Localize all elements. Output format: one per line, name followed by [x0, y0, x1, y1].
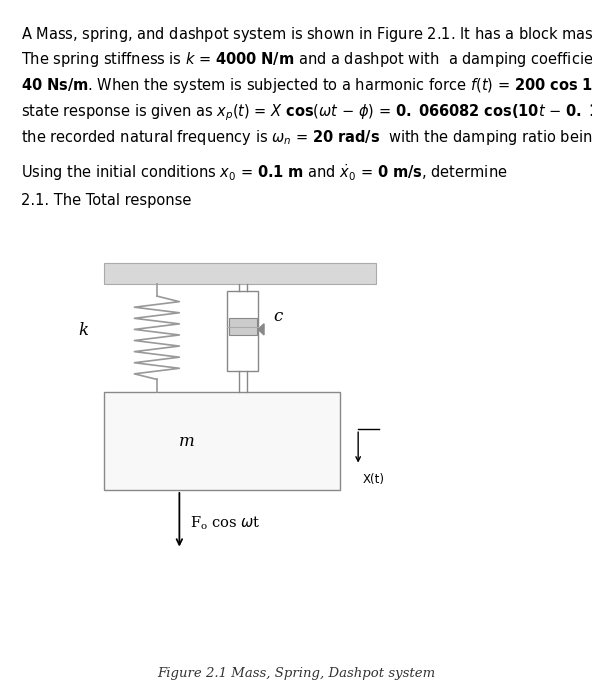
Text: c: c [273, 308, 282, 326]
Text: A Mass, spring, and dashpot system is shown in Figure 2.1. It has a block mass o: A Mass, spring, and dashpot system is sh… [21, 25, 592, 43]
Bar [229, 318, 257, 335]
Text: Using the initial conditions $\mathit{x_0}$ = $\mathbf{0.1\ m}$ and $\mathit{\do: Using the initial conditions $\mathit{x_… [21, 162, 507, 183]
Text: state response is given as $\mathit{x_p(t)}$ = $\mathit{X}$ $\mathbf{cos}$($\mat: state response is given as $\mathit{x_p(… [21, 102, 592, 122]
Bar [104, 392, 340, 490]
Text: m: m [179, 433, 194, 449]
Text: Figure 2.1 Mass, Spring, Dashpot system: Figure 2.1 Mass, Spring, Dashpot system [157, 667, 435, 680]
Bar [104, 262, 376, 284]
Text: F$_\mathregular{o}$ cos $\mathit{\omega}$t: F$_\mathregular{o}$ cos $\mathit{\omega}… [190, 514, 260, 532]
Text: $\mathbf{40\ Ns/m}$. When the system is subjected to a harmonic force $\mathit{f: $\mathbf{40\ Ns/m}$. When the system is … [21, 76, 592, 95]
Polygon shape [258, 323, 264, 335]
Text: X(t): X(t) [363, 473, 385, 486]
Text: 2.1. The Total response: 2.1. The Total response [21, 193, 191, 208]
Text: the recorded natural frequency is $\mathit{\omega_n}$ = $\mathbf{20\ rad/s}$  wi: the recorded natural frequency is $\math… [21, 128, 592, 147]
Text: The spring stiffness is $\mathit{k}$ = $\mathbf{4000\ N/m}$ and a dashpot with  : The spring stiffness is $\mathit{k}$ = $… [21, 50, 592, 69]
Text: k: k [79, 322, 89, 340]
Bar [227, 290, 258, 371]
